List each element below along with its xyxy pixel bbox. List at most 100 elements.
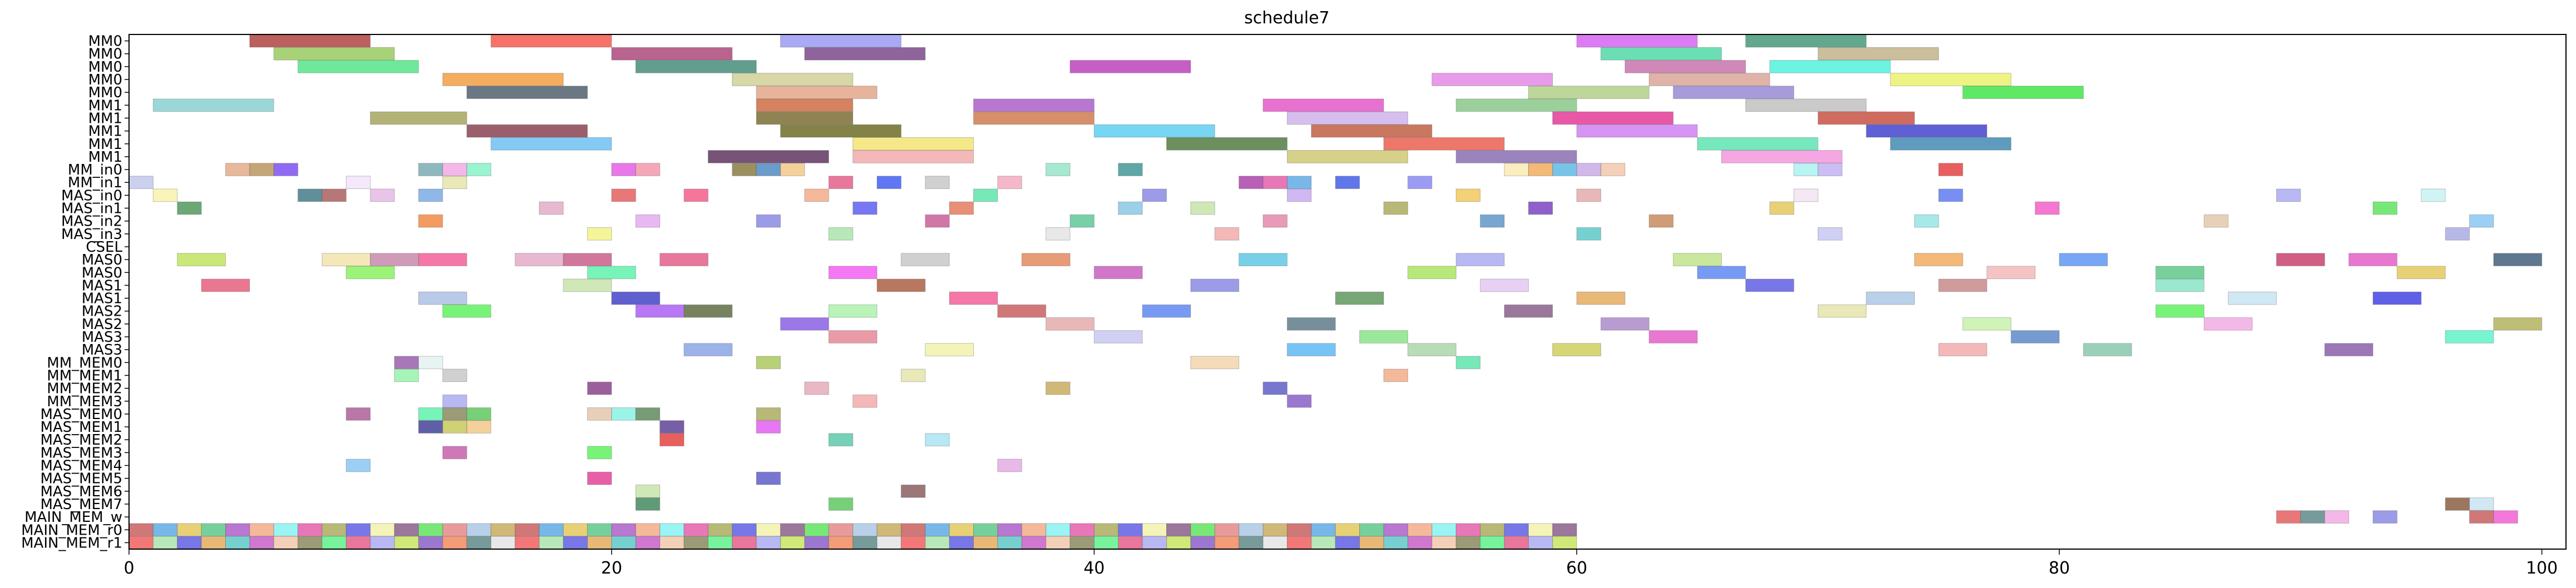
plot-frame [128, 34, 2567, 550]
task-bar [2083, 343, 2132, 357]
task-bar [1262, 536, 1288, 550]
row-label: MAS_in3 [61, 226, 122, 243]
task-bar [1480, 278, 1529, 292]
task-bar [683, 523, 709, 537]
task-bars [128, 34, 2543, 550]
task-bar [345, 266, 395, 280]
task-bar [1890, 137, 2012, 151]
task-bar [853, 137, 974, 151]
task-bar [1287, 111, 1408, 125]
task-bar [1455, 356, 1481, 370]
task-bar [997, 459, 1022, 472]
task-bar [1046, 536, 1071, 550]
task-bar [1745, 278, 1795, 292]
task-bar [152, 523, 178, 537]
task-bar [1576, 227, 1602, 241]
task-bar [1118, 536, 1143, 550]
task-bar [804, 523, 829, 537]
task-bar [1817, 227, 1842, 241]
task-bar [732, 73, 854, 86]
row-label: MAS2 [82, 303, 122, 320]
task-bar [659, 433, 685, 447]
task-bar [491, 536, 516, 550]
task-bar [828, 497, 854, 511]
task-bar [1214, 523, 1240, 537]
task-bar [949, 291, 998, 305]
task-bar [225, 163, 250, 176]
row-label: MAS_in2 [61, 213, 122, 230]
task-bar [2059, 253, 2108, 266]
task-bar [442, 536, 467, 550]
task-bar [128, 176, 153, 190]
task-bar [973, 98, 1094, 112]
task-bar [900, 253, 950, 266]
task-bar [949, 523, 974, 537]
task-bar [828, 330, 878, 343]
task-bar [1359, 523, 1384, 537]
task-bar [1287, 523, 1312, 537]
task-bar [539, 536, 564, 550]
task-bar [466, 523, 492, 537]
task-bar [1455, 188, 1481, 202]
row-label: MM1 [88, 97, 122, 114]
task-bar [442, 73, 564, 86]
task-bar [1262, 98, 1384, 112]
row-label: MAS_MEM7 [40, 496, 122, 513]
task-bar [635, 523, 660, 537]
task-bar [1287, 188, 1312, 202]
task-bar [756, 356, 781, 370]
row-label: MM1 [88, 136, 122, 153]
task-bar [442, 163, 467, 176]
task-bar [225, 536, 250, 550]
task-bar [2372, 510, 2397, 524]
row-label: MM_MEM3 [47, 393, 122, 410]
task-bar [201, 536, 226, 550]
task-bar [1069, 60, 1191, 73]
row-labels: MM0MM0MM0MM0MM0MM1MM1MM1MM1MM1MM_in0MM_i… [21, 33, 129, 551]
task-bar [659, 420, 685, 433]
task-bar [442, 407, 467, 421]
x-tick-label: 60 [1566, 559, 1587, 578]
task-bar [780, 536, 805, 550]
task-bar [1745, 34, 1867, 48]
task-bar [2372, 201, 2397, 215]
task-bar [828, 176, 854, 190]
task-bar [370, 536, 395, 550]
task-bar [2155, 278, 2205, 292]
task-bar [1528, 163, 1553, 176]
task-bar [1673, 253, 1722, 266]
task-bar [1601, 317, 1649, 331]
task-bar [2493, 317, 2543, 331]
task-bar [345, 536, 371, 550]
task-bar [273, 47, 395, 61]
task-bar [1552, 523, 1577, 537]
task-bar [418, 407, 443, 421]
task-bar [1504, 304, 1553, 318]
task-bar [321, 523, 346, 537]
task-bar [1142, 523, 1167, 537]
task-bar [1287, 394, 1312, 408]
task-bar [1239, 253, 1288, 266]
task-bar [900, 523, 926, 537]
task-bar [973, 523, 998, 537]
task-bar [177, 536, 202, 550]
task-bar [1866, 124, 1988, 138]
task-bar [345, 523, 371, 537]
task-bar [152, 188, 178, 202]
task-bar [1093, 523, 1119, 537]
task-bar [1407, 176, 1433, 190]
task-bar [1190, 536, 1215, 550]
task-bar [1262, 176, 1288, 190]
row-label: MAS_MEM6 [40, 484, 122, 500]
task-bar [1069, 523, 1094, 537]
task-bar [1648, 330, 1698, 343]
task-bar [514, 253, 564, 266]
task-bar [1239, 536, 1264, 550]
task-bar [2203, 317, 2253, 331]
task-bar [611, 536, 636, 550]
task-bar [2300, 510, 2325, 524]
task-bar [1552, 343, 1602, 357]
task-bar [1528, 201, 1553, 215]
task-bar [1504, 163, 1529, 176]
